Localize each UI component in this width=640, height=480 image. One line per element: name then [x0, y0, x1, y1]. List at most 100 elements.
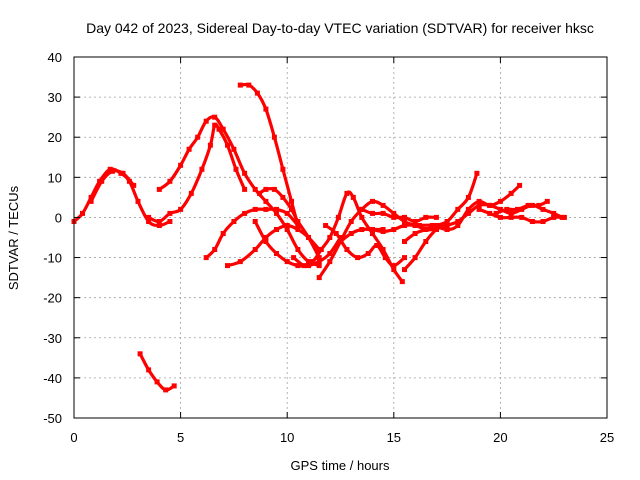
data-point [465, 194, 471, 200]
data-point [476, 202, 482, 208]
data-point [178, 162, 184, 168]
data-point [246, 82, 252, 88]
data-point [252, 247, 258, 252]
data-point [280, 166, 286, 172]
data-point [295, 219, 301, 224]
data-point [508, 214, 514, 220]
data-point [289, 206, 294, 212]
data-point [544, 198, 550, 204]
data-point [504, 206, 510, 212]
y-axis-label: SDTVAR / TECUs [6, 185, 21, 290]
data-point [188, 190, 194, 196]
data-point [167, 210, 173, 216]
data-point [380, 229, 386, 234]
data-point [551, 210, 557, 216]
data-point [515, 206, 520, 212]
data-point [137, 351, 143, 357]
data-point [263, 106, 269, 112]
y-tick-label: -20 [43, 291, 62, 306]
data-point [135, 198, 141, 204]
y-tick-label: 10 [48, 170, 62, 185]
data-point [350, 194, 356, 200]
data-point [225, 263, 230, 269]
data-point [416, 223, 422, 228]
data-point [365, 251, 371, 256]
data-point [252, 186, 258, 192]
data-point [263, 198, 269, 204]
data-point [551, 214, 557, 220]
data-point [455, 206, 461, 212]
data-point [237, 259, 243, 265]
data-point [163, 387, 169, 393]
data-point [465, 206, 471, 212]
data-point [88, 194, 94, 200]
series-arc-5 [157, 115, 321, 268]
data-point [225, 142, 230, 148]
data-point [195, 134, 201, 140]
chart-title: Day 042 of 2023, Sidereal Day-to-day VTE… [86, 20, 594, 36]
data-point [423, 239, 429, 244]
data-point [423, 214, 429, 220]
data-point [295, 247, 301, 252]
data-point [212, 122, 218, 128]
plot-frame [73, 56, 608, 419]
data-point [284, 223, 290, 228]
data-point [433, 227, 439, 232]
data-point [80, 210, 85, 216]
data-point [540, 206, 546, 212]
data-point [412, 223, 418, 228]
data-point [497, 206, 503, 212]
x-tick-label: 10 [280, 430, 294, 445]
axis-ticks: 0 5 10 15 20 25 -50 -40 -30 -20 -10 0 10 20 30 40 [43, 50, 614, 445]
data-point [252, 206, 258, 212]
data-point [167, 178, 173, 184]
data-point [455, 219, 461, 224]
data-point [263, 235, 269, 240]
y-tick-label: -10 [43, 251, 62, 266]
data-series [71, 82, 567, 393]
data-point [146, 219, 152, 224]
y-tick-label: -30 [43, 331, 62, 346]
data-point [474, 170, 480, 176]
data-point [156, 186, 162, 192]
series-arc-2 [89, 169, 136, 203]
data-point [355, 255, 361, 261]
data-point [444, 223, 450, 228]
data-point [540, 219, 546, 224]
data-point [316, 255, 322, 261]
data-point [199, 166, 205, 172]
data-point [391, 210, 397, 216]
data-point [203, 255, 209, 261]
data-point [370, 198, 375, 204]
data-point [186, 146, 192, 152]
data-point [203, 118, 209, 124]
x-tick-label: 20 [493, 430, 507, 445]
data-point [323, 223, 329, 228]
data-point [233, 166, 239, 172]
series-arc-17 [402, 203, 564, 272]
data-point [220, 126, 226, 132]
data-point [423, 227, 429, 232]
data-point [295, 263, 301, 269]
data-point [306, 259, 311, 265]
data-point [476, 198, 482, 204]
data-point [412, 231, 418, 236]
data-point [335, 214, 341, 220]
data-point [327, 235, 333, 240]
data-point [402, 219, 407, 224]
data-point [109, 168, 115, 174]
data-point [402, 267, 407, 273]
data-point [399, 279, 405, 285]
data-point [295, 227, 301, 232]
data-point [508, 190, 514, 196]
data-point [274, 210, 279, 216]
data-point [242, 210, 248, 216]
data-point [444, 219, 450, 224]
data-point [274, 206, 279, 212]
data-point [359, 206, 365, 212]
data-point [120, 170, 126, 176]
data-point [156, 219, 162, 224]
data-point [274, 251, 279, 256]
data-point [131, 182, 137, 188]
data-point [231, 219, 237, 224]
